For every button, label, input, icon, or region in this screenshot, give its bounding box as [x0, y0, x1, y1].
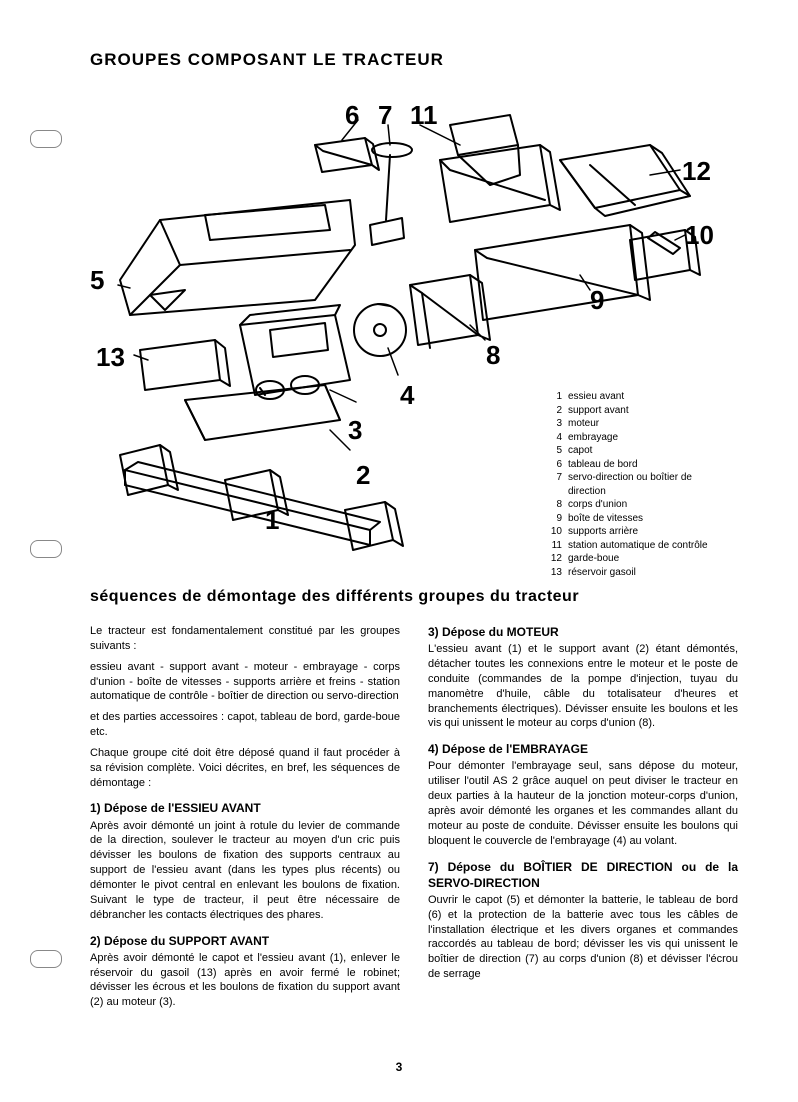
callout-10: 10: [685, 220, 714, 251]
section-subtitle: séquences de démontage des différents gr…: [90, 588, 738, 606]
section-body: L'essieu avant (1) et le support avant (…: [428, 642, 738, 731]
callout-2: 2: [356, 460, 370, 491]
section-body: Après avoir démonté le capot et l'essieu…: [90, 951, 400, 1010]
legend-num: 6: [544, 458, 568, 472]
legend-label: station automatique de contrôle: [568, 539, 708, 553]
exploded-diagram: 12345678910111213 1essieu avant2support …: [90, 90, 738, 570]
legend-num: 13: [544, 566, 568, 580]
parts-legend: 1essieu avant2support avant3moteur4embra…: [544, 390, 728, 579]
legend-row: 11station automatique de contrôle: [544, 539, 728, 553]
legend-label: support avant: [568, 404, 629, 418]
legend-row: 4embrayage: [544, 431, 728, 445]
page: GROUPES COMPOSANT LE TRACTEUR: [0, 0, 798, 1102]
legend-num: 3: [544, 417, 568, 431]
callout-11: 11: [410, 100, 438, 131]
legend-row: 3moteur: [544, 417, 728, 431]
legend-row: 9boîte de vitesses: [544, 512, 728, 526]
page-number: 3: [0, 1060, 798, 1074]
punch-hole: [30, 540, 62, 558]
section-heading: 2) Dépose du SUPPORT AVANT: [90, 933, 400, 949]
legend-num: 4: [544, 431, 568, 445]
legend-label: supports arrière: [568, 525, 638, 539]
legend-label: réservoir gasoil: [568, 566, 636, 580]
legend-label: embrayage: [568, 431, 618, 445]
section-heading: 3) Dépose du MOTEUR: [428, 624, 738, 640]
callout-5: 5: [90, 265, 104, 296]
legend-num: 10: [544, 525, 568, 539]
left-column: Le tracteur est fondamentalement constit…: [90, 624, 400, 1010]
legend-label: garde-boue: [568, 552, 619, 566]
legend-row: 2support avant: [544, 404, 728, 418]
callout-7: 7: [378, 100, 392, 131]
legend-row: 10supports arrière: [544, 525, 728, 539]
callout-6: 6: [345, 100, 359, 131]
intro-text: Le tracteur est fondamentalement constit…: [90, 624, 400, 654]
legend-num: 2: [544, 404, 568, 418]
callout-12: 12: [682, 156, 711, 187]
legend-label: corps d'union: [568, 498, 627, 512]
legend-num: 8: [544, 498, 568, 512]
body-columns: Le tracteur est fondamentalement constit…: [90, 624, 738, 1010]
legend-num: 12: [544, 552, 568, 566]
legend-row: 5capot: [544, 444, 728, 458]
section-body: Pour démonter l'embrayage seul, sans dép…: [428, 759, 738, 848]
section-heading: 1) Dépose de l'ESSIEU AVANT: [90, 800, 400, 816]
legend-label: tableau de bord: [568, 458, 638, 472]
callout-8: 8: [486, 340, 500, 371]
legend-label: servo-direction ou boîtier de direction: [568, 471, 728, 498]
section-heading: 7) Dépose du BOÎTIER DE DIRECTION ou de …: [428, 859, 738, 891]
intro-text: et des parties accessoires : capot, tabl…: [90, 710, 400, 740]
legend-num: 9: [544, 512, 568, 526]
legend-label: essieu avant: [568, 390, 624, 404]
section-heading: 4) Dépose de l'EMBRAYAGE: [428, 741, 738, 757]
section-body: Après avoir démonté un joint à rotule du…: [90, 819, 400, 923]
legend-row: 12garde-boue: [544, 552, 728, 566]
legend-label: moteur: [568, 417, 599, 431]
intro-text: Chaque groupe cité doit être déposé quan…: [90, 746, 400, 791]
legend-num: 7: [544, 471, 568, 498]
legend-num: 1: [544, 390, 568, 404]
callout-9: 9: [590, 285, 604, 316]
legend-num: 11: [544, 539, 568, 553]
legend-num: 5: [544, 444, 568, 458]
callout-1: 1: [265, 505, 279, 536]
punch-hole: [30, 950, 62, 968]
callout-4: 4: [400, 380, 414, 411]
callout-13: 13: [96, 342, 125, 373]
right-column: 3) Dépose du MOTEUR L'essieu avant (1) e…: [428, 624, 738, 1010]
legend-row: 6tableau de bord: [544, 458, 728, 472]
callout-3: 3: [348, 415, 362, 446]
legend-label: capot: [568, 444, 592, 458]
page-title: GROUPES COMPOSANT LE TRACTEUR: [90, 50, 738, 70]
legend-row: 8corps d'union: [544, 498, 728, 512]
section-body: Ouvrir le capot (5) et démonter la batte…: [428, 893, 738, 982]
legend-row: 13réservoir gasoil: [544, 566, 728, 580]
legend-row: 7servo-direction ou boîtier de direction: [544, 471, 728, 498]
punch-hole: [30, 130, 62, 148]
intro-text: essieu avant - support avant - moteur - …: [90, 660, 400, 705]
legend-label: boîte de vitesses: [568, 512, 643, 526]
legend-row: 1essieu avant: [544, 390, 728, 404]
